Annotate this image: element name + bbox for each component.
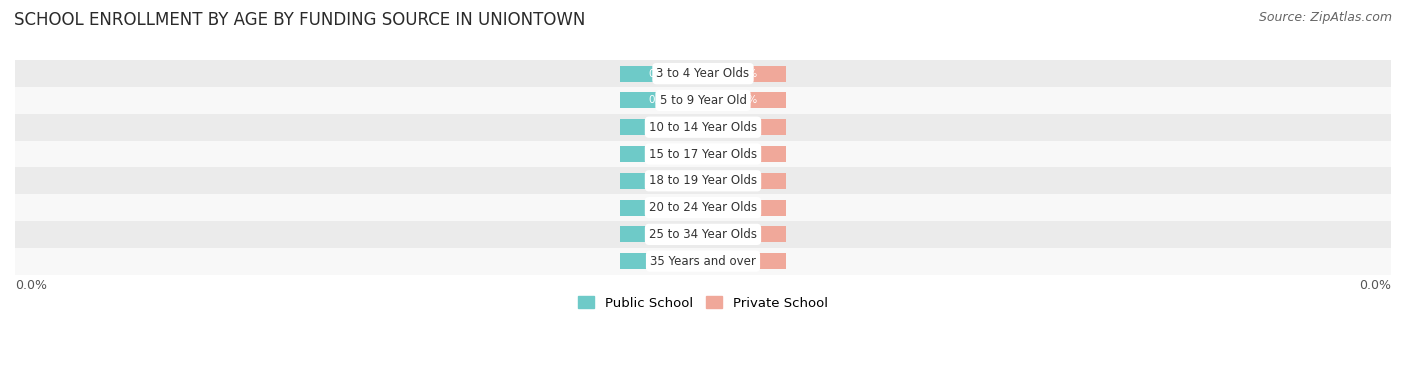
Bar <box>15 60 1391 87</box>
Legend: Public School, Private School: Public School, Private School <box>574 291 832 315</box>
Text: 20 to 24 Year Olds: 20 to 24 Year Olds <box>650 201 756 214</box>
Bar <box>703 253 786 269</box>
Text: 0.0%: 0.0% <box>648 202 675 213</box>
Text: 0.0%: 0.0% <box>15 279 46 291</box>
Bar <box>620 226 703 242</box>
Text: 0.0%: 0.0% <box>648 176 675 186</box>
Bar <box>620 173 703 189</box>
Text: 0.0%: 0.0% <box>731 176 758 186</box>
Text: 0.0%: 0.0% <box>1360 279 1391 291</box>
Text: 10 to 14 Year Olds: 10 to 14 Year Olds <box>650 121 756 134</box>
Bar <box>620 199 703 216</box>
Text: 18 to 19 Year Olds: 18 to 19 Year Olds <box>650 174 756 187</box>
Text: 0.0%: 0.0% <box>648 229 675 239</box>
Text: 15 to 17 Year Olds: 15 to 17 Year Olds <box>650 147 756 161</box>
Text: 0.0%: 0.0% <box>731 95 758 106</box>
Bar <box>15 167 1391 194</box>
Bar <box>15 221 1391 248</box>
Bar <box>620 253 703 269</box>
Text: 0.0%: 0.0% <box>731 202 758 213</box>
Text: 0.0%: 0.0% <box>731 149 758 159</box>
Bar <box>703 199 786 216</box>
Bar <box>15 141 1391 167</box>
Bar <box>703 146 786 162</box>
Bar <box>15 114 1391 141</box>
Text: 3 to 4 Year Olds: 3 to 4 Year Olds <box>657 67 749 80</box>
Text: 0.0%: 0.0% <box>731 256 758 266</box>
Text: 0.0%: 0.0% <box>731 69 758 79</box>
Text: SCHOOL ENROLLMENT BY AGE BY FUNDING SOURCE IN UNIONTOWN: SCHOOL ENROLLMENT BY AGE BY FUNDING SOUR… <box>14 11 585 29</box>
Bar <box>620 66 703 82</box>
Bar <box>703 66 786 82</box>
Bar <box>620 146 703 162</box>
Bar <box>703 173 786 189</box>
Text: 0.0%: 0.0% <box>648 69 675 79</box>
Bar <box>703 226 786 242</box>
Text: 25 to 34 Year Olds: 25 to 34 Year Olds <box>650 228 756 241</box>
Text: 0.0%: 0.0% <box>648 149 675 159</box>
Text: 0.0%: 0.0% <box>648 95 675 106</box>
Bar <box>620 119 703 135</box>
Text: 35 Years and over: 35 Years and over <box>650 255 756 268</box>
Bar <box>15 87 1391 114</box>
Text: 0.0%: 0.0% <box>731 229 758 239</box>
Bar <box>703 92 786 109</box>
Text: 0.0%: 0.0% <box>731 122 758 132</box>
Text: Source: ZipAtlas.com: Source: ZipAtlas.com <box>1258 11 1392 24</box>
Text: 5 to 9 Year Old: 5 to 9 Year Old <box>659 94 747 107</box>
Bar <box>703 119 786 135</box>
Bar <box>15 194 1391 221</box>
Bar <box>15 248 1391 274</box>
Text: 0.0%: 0.0% <box>648 122 675 132</box>
Bar <box>620 92 703 109</box>
Text: 0.0%: 0.0% <box>648 256 675 266</box>
